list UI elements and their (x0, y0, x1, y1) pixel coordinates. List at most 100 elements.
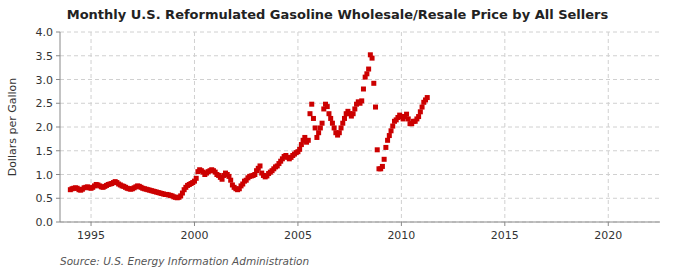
tick-mark (56, 222, 60, 223)
point (320, 121, 325, 126)
tick-label: 2000 (180, 229, 208, 242)
page: {"chart_data": {"type": "scatter", "titl… (0, 0, 675, 275)
point (342, 116, 347, 121)
point (361, 87, 366, 92)
tick-mark (401, 222, 402, 226)
tick-mark (194, 222, 195, 226)
tick-mark (504, 222, 505, 226)
tick-label: 2.0 (36, 121, 54, 134)
point (366, 67, 371, 72)
grid-line (608, 32, 609, 222)
grid-line (60, 55, 660, 56)
point (258, 163, 263, 168)
tick-mark (297, 222, 298, 226)
point (332, 125, 337, 130)
background (0, 0, 675, 275)
point (328, 116, 333, 121)
point (337, 130, 342, 135)
point (311, 116, 316, 121)
grid-line (297, 32, 298, 222)
tick-label: 1.5 (36, 145, 54, 158)
grid-line (60, 127, 660, 128)
point (364, 71, 369, 76)
tick-label: 2015 (491, 229, 519, 242)
point (406, 116, 411, 121)
tick-label: 2005 (284, 229, 312, 242)
point (352, 106, 357, 111)
point (316, 130, 321, 135)
point (339, 125, 344, 130)
point (325, 104, 330, 109)
tick-label: 1.0 (36, 169, 54, 182)
point (382, 157, 387, 162)
point (330, 121, 335, 126)
point (425, 95, 430, 100)
axes: 0.0 0.5 1.0 1.5 2.0 2.5 3.0 3.5 4.0 1995 2000 2005 2… (36, 26, 661, 242)
point (373, 105, 378, 110)
tick-mark (91, 222, 92, 226)
point (228, 178, 233, 183)
y-axis-line (60, 32, 61, 222)
tick-mark (56, 127, 60, 128)
tick-label: 2010 (387, 229, 415, 242)
x-axis-line (60, 222, 660, 223)
title: Monthly U.S. Reformulated Gasoline Whole… (67, 7, 609, 22)
point (313, 125, 318, 130)
point (418, 109, 423, 114)
point (404, 112, 409, 117)
annotation: Source: U.S. Energy Information Administ… (60, 255, 309, 267)
tick-label: 0.5 (36, 192, 54, 205)
tick-mark (56, 79, 60, 80)
tick-mark (608, 222, 609, 226)
grid-line (401, 32, 402, 222)
point (370, 56, 375, 61)
tick-label: 2.5 (36, 97, 54, 110)
point (359, 98, 364, 103)
tick-mark (56, 55, 60, 56)
points (68, 52, 430, 200)
point (385, 138, 390, 143)
grid-line (194, 32, 195, 222)
chart: 0.0 0.5 1.0 1.5 2.0 2.5 3.0 3.5 4.0 1995 2000 2005 2… (0, 0, 675, 275)
point (351, 111, 356, 116)
y-axis-label: Dollars per Gallon (6, 78, 19, 177)
tick-label: 4.0 (36, 26, 54, 39)
tick-mark (56, 174, 60, 175)
point (383, 145, 388, 150)
grid-line (60, 174, 660, 175)
grid-line (60, 79, 660, 80)
point (309, 102, 314, 107)
tick-label: 3.5 (36, 50, 54, 63)
point (390, 124, 395, 129)
tick-label: 0.0 (36, 216, 54, 229)
point (371, 81, 376, 86)
grid-line (60, 198, 660, 199)
point (375, 147, 380, 152)
grid-line (60, 150, 660, 151)
point (326, 111, 331, 116)
point (297, 147, 302, 152)
grid (60, 32, 660, 222)
point (340, 121, 345, 126)
tick-mark (56, 32, 60, 33)
point (306, 138, 311, 143)
grid-line (60, 32, 660, 33)
point (299, 142, 304, 147)
tick-label: 1995 (77, 229, 105, 242)
point (314, 135, 319, 140)
tick-mark (56, 150, 60, 151)
point (194, 176, 199, 181)
tick-label: 2020 (594, 229, 622, 242)
point (420, 105, 425, 110)
tick-label: 3.0 (36, 74, 54, 87)
point (416, 114, 421, 119)
tick-mark (56, 198, 60, 199)
point (387, 133, 392, 138)
point (318, 125, 323, 130)
grid-line (91, 32, 92, 222)
grid-line (60, 222, 660, 223)
point (389, 128, 394, 133)
point (380, 164, 385, 169)
tick-mark (56, 103, 60, 104)
point (307, 111, 312, 116)
